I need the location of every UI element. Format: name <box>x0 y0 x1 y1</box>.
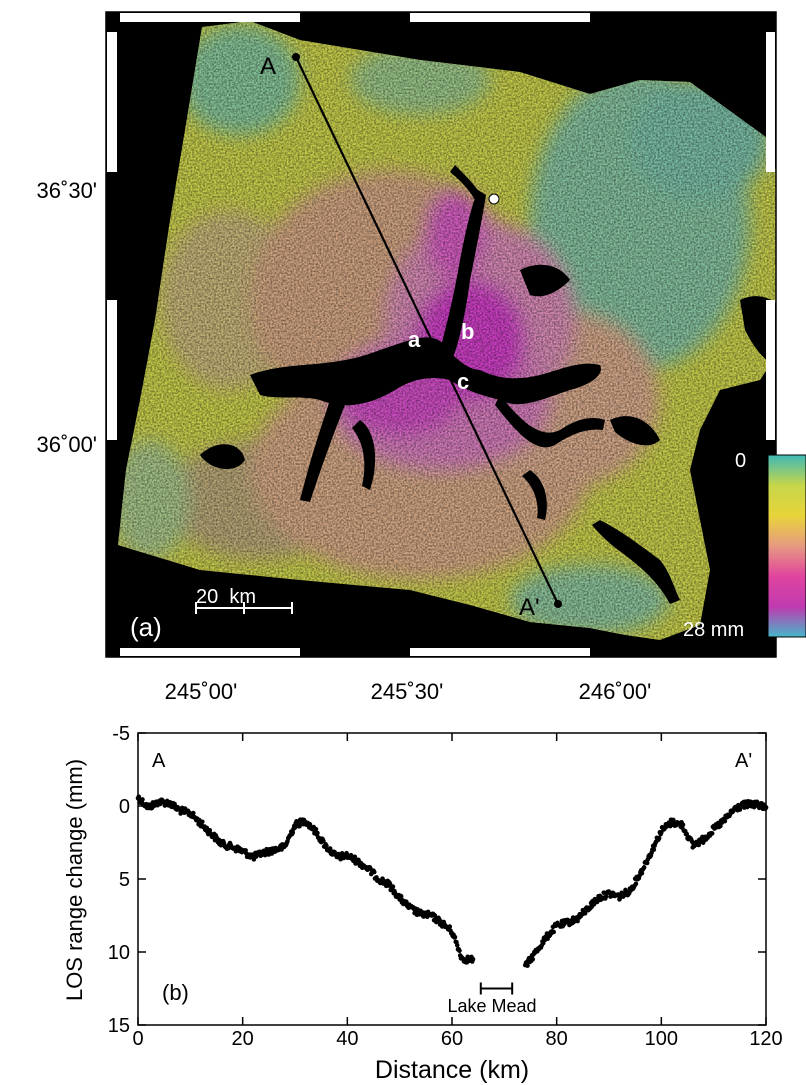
data-point <box>680 822 686 827</box>
data-point <box>313 826 319 832</box>
y-tick-label: 0 <box>119 796 130 818</box>
data-point <box>684 831 690 837</box>
data-point <box>671 817 676 823</box>
data-point <box>709 831 715 836</box>
data-point <box>387 881 393 886</box>
x-tick-label: 60 <box>441 1028 463 1050</box>
data-point <box>651 847 657 852</box>
colorbar-max-label: 28 mm <box>683 619 744 641</box>
site-label-a: a <box>408 327 421 352</box>
lake-mead-void <box>200 165 776 604</box>
y-tick-label: 10 <box>108 942 130 964</box>
y-axis-title: LOS range change (mm) <box>62 759 87 1001</box>
data-point <box>454 942 460 948</box>
insar-map: A A' a b c (a) 20 km 0 28 mm 36˚30' 36˚0… <box>37 11 806 704</box>
data-point <box>191 810 196 816</box>
data-point <box>447 924 453 929</box>
data-point <box>290 830 296 835</box>
data-point <box>321 838 326 844</box>
lake-mead-bracket <box>479 982 514 995</box>
scale-bar <box>195 602 293 614</box>
data-point <box>398 894 404 899</box>
data-point <box>452 934 458 940</box>
deformation-swath <box>118 21 776 640</box>
profile-end-label: A' <box>519 594 540 621</box>
data-point <box>327 846 333 851</box>
annotation-start-label: A <box>152 750 166 772</box>
lon-tick-label: 246˚00' <box>579 679 652 704</box>
data-point <box>754 799 760 805</box>
data-point <box>633 881 639 886</box>
data-point <box>644 860 650 866</box>
data-point <box>575 918 580 924</box>
x-tick-label: 100 <box>645 1028 678 1050</box>
colorbar <box>767 454 806 638</box>
profile-panel-label: (b) <box>162 980 189 1005</box>
reference-point-marker <box>488 193 500 205</box>
lake-mead-label: Lake Mead <box>447 996 536 1016</box>
data-point <box>525 963 530 968</box>
data-points <box>135 794 769 968</box>
data-point <box>470 956 476 962</box>
data-point <box>140 797 145 802</box>
map-frame <box>105 11 777 658</box>
scale-bar-label: 20 km <box>196 586 256 608</box>
data-point <box>292 825 298 830</box>
y-tick-label: -5 <box>112 723 130 745</box>
data-point <box>324 843 329 849</box>
x-axis-title: Distance (km) <box>375 1056 529 1084</box>
data-point <box>639 870 645 876</box>
profile-start-point <box>292 53 300 61</box>
y-tick-label: 15 <box>108 1015 130 1037</box>
data-point <box>404 899 409 905</box>
lon-tick-label: 245˚30' <box>371 679 444 704</box>
data-point <box>722 818 728 824</box>
data-point <box>315 830 320 836</box>
data-point <box>457 948 462 954</box>
colorbar-min-label: 0 <box>735 450 746 472</box>
map-frame-ticks <box>107 13 775 656</box>
profile-line <box>295 56 559 605</box>
profile-start-label: A <box>260 53 276 80</box>
data-point <box>348 852 354 858</box>
data-point <box>551 929 556 935</box>
data-point <box>763 805 769 810</box>
lat-tick-label: 36˚00' <box>37 432 97 457</box>
x-tick-label: 80 <box>546 1028 568 1050</box>
y-axis: -5 0 5 10 15 <box>108 723 766 1037</box>
annotation-end-label: A' <box>735 750 752 772</box>
data-point <box>656 835 662 841</box>
map-panel-label: (a) <box>130 612 162 642</box>
data-point <box>371 869 377 875</box>
data-point <box>352 854 358 860</box>
lat-tick-label: 36˚30' <box>37 178 97 203</box>
x-tick-label: 20 <box>232 1028 254 1050</box>
site-label-c: c <box>457 369 469 394</box>
x-tick-label: 40 <box>336 1028 358 1050</box>
data-point <box>200 819 205 825</box>
data-point <box>582 911 588 916</box>
site-label-b: b <box>461 319 474 344</box>
y-tick-label: 5 <box>119 869 130 891</box>
x-tick-label: 0 <box>132 1028 143 1050</box>
x-axis: 0 20 40 60 80 100 120 <box>132 733 783 1050</box>
lon-tick-label: 245˚00' <box>165 679 238 704</box>
x-tick-label: 120 <box>749 1028 782 1050</box>
profile-end-point <box>554 600 562 608</box>
data-point <box>530 956 536 962</box>
data-point <box>390 884 396 889</box>
data-point <box>307 822 313 827</box>
data-point <box>297 823 302 829</box>
data-point <box>641 865 647 870</box>
plot-frame <box>137 732 767 1026</box>
